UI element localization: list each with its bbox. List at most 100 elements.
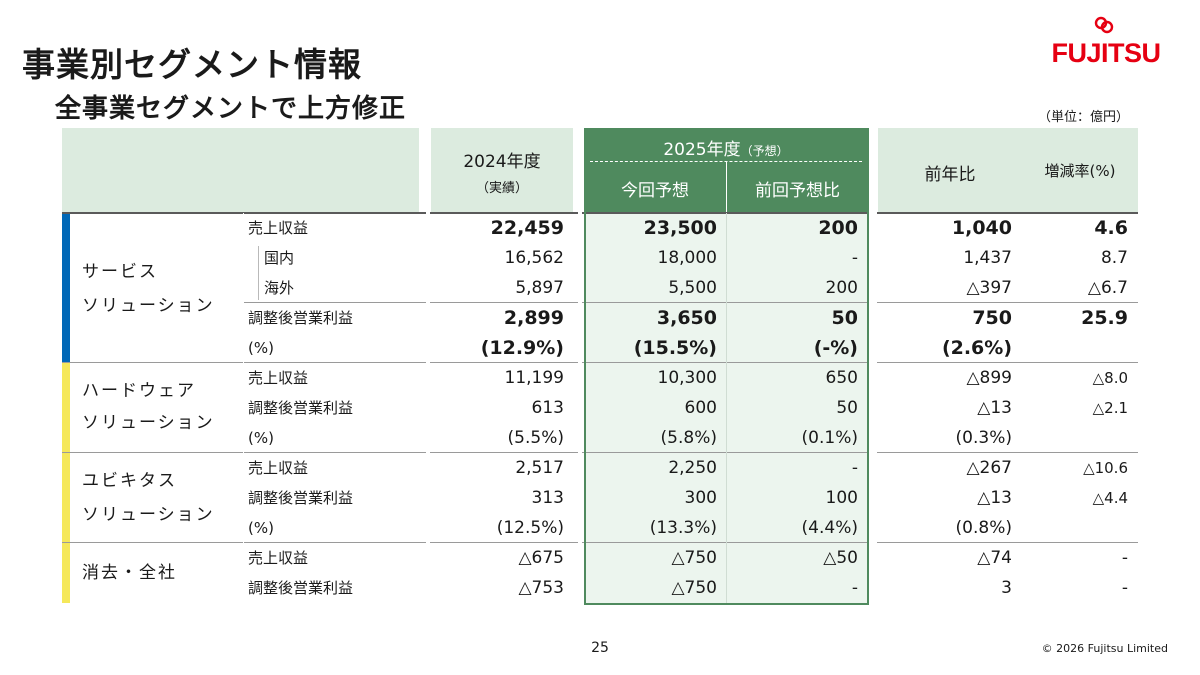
header-fy2024-sub: （実績） bbox=[475, 181, 528, 196]
header-fy2024-cell bbox=[431, 128, 573, 212]
cell-rate: △4.4 bbox=[1092, 489, 1128, 507]
cell-fy2024: (5.5%) bbox=[507, 428, 564, 448]
row-label: (%) bbox=[248, 519, 274, 537]
cell-vs-prev: 200 bbox=[825, 278, 858, 298]
segment-name-service-2: ソリューション bbox=[82, 296, 215, 316]
page-title: 事業別セグメント情報 bbox=[22, 45, 362, 84]
header-yoy-cell bbox=[878, 128, 1138, 212]
cell-current: △750 bbox=[671, 548, 717, 568]
cell-current: (5.8%) bbox=[660, 428, 717, 448]
segment-name-elimination: 消去・全社 bbox=[82, 563, 177, 583]
rule-segment-2 bbox=[62, 452, 1138, 453]
rule-segment-1 bbox=[62, 362, 1138, 363]
row-label: 売上収益 bbox=[248, 219, 309, 237]
segment-bar-hardware bbox=[62, 363, 70, 453]
cell-vs-prev: (4.4%) bbox=[801, 518, 858, 538]
row-label: 売上収益 bbox=[248, 459, 309, 477]
header-fy2025-sub: （予想） bbox=[740, 144, 789, 158]
cell-rate: - bbox=[1121, 548, 1128, 568]
cell-vs-prev: △50 bbox=[823, 548, 858, 568]
cell-yoy: △899 bbox=[966, 368, 1012, 388]
cell-fy2024: 2,899 bbox=[503, 307, 564, 329]
cell-fy2024: 2,517 bbox=[515, 458, 564, 478]
rule-segment-3 bbox=[62, 542, 1138, 543]
header-fy2025: 2025年度（予想） bbox=[584, 135, 868, 160]
forecast-inner-sep bbox=[726, 213, 727, 603]
header-yoy: 前年比 bbox=[924, 165, 976, 185]
col-gap-1 bbox=[426, 128, 430, 604]
cell-current: 5,500 bbox=[668, 278, 717, 298]
header-change-rate: 増減率(%) bbox=[1044, 162, 1116, 180]
row-label: 調整後営業利益 bbox=[248, 399, 354, 417]
row-label: 調整後営業利益 bbox=[248, 579, 354, 597]
segment-bar-service bbox=[62, 213, 70, 363]
cell-yoy: (0.8%) bbox=[955, 518, 1012, 538]
cell-vs-prev: - bbox=[851, 458, 858, 478]
col-sep-label bbox=[243, 213, 244, 603]
row-label: 調整後営業利益 bbox=[248, 309, 354, 327]
cell-rate: △2.1 bbox=[1092, 399, 1128, 417]
cell-fy2024: (12.9%) bbox=[480, 337, 564, 359]
cell-fy2024: 16,562 bbox=[504, 248, 564, 268]
forecast-frame bbox=[584, 128, 869, 605]
cell-rate: △6.7 bbox=[1087, 278, 1128, 298]
cell-fy2024: 613 bbox=[531, 398, 564, 418]
page-number: 25 bbox=[591, 640, 609, 656]
table-top-rule bbox=[62, 212, 1138, 214]
cell-current: 23,500 bbox=[643, 217, 717, 239]
cell-fy2024: 5,897 bbox=[515, 278, 564, 298]
col-gap-3 bbox=[869, 128, 877, 604]
cell-current: 2,250 bbox=[668, 458, 717, 478]
cell-yoy: 3 bbox=[1001, 578, 1012, 598]
cell-current: 600 bbox=[684, 398, 717, 418]
row-label: 売上収益 bbox=[248, 369, 309, 387]
segment-name-hardware-2: ソリューション bbox=[82, 413, 215, 433]
cell-yoy: 1,437 bbox=[963, 248, 1012, 268]
cell-rate: △8.0 bbox=[1092, 369, 1128, 387]
cell-vs-prev: 650 bbox=[825, 368, 858, 388]
row-label: 売上収益 bbox=[248, 549, 309, 567]
cell-fy2024: 11,199 bbox=[504, 368, 564, 388]
header-divider bbox=[590, 161, 862, 162]
cell-yoy: △13 bbox=[977, 398, 1012, 418]
segment-bar-ubiquitous bbox=[62, 453, 70, 543]
cell-vs-prev: (-%) bbox=[813, 337, 858, 359]
header-blank-cell bbox=[62, 128, 419, 212]
cell-yoy: 1,040 bbox=[951, 217, 1012, 239]
row-label: 調整後営業利益 bbox=[248, 489, 354, 507]
cell-rate: - bbox=[1121, 578, 1128, 598]
cell-yoy: 750 bbox=[972, 307, 1012, 329]
cell-yoy: △267 bbox=[966, 458, 1012, 478]
cell-current: 10,300 bbox=[657, 368, 717, 388]
fujitsu-logo: FUJITSU bbox=[1051, 16, 1161, 68]
cell-vs-prev: 100 bbox=[825, 488, 858, 508]
cell-fy2024: (12.5%) bbox=[496, 518, 564, 538]
cell-current: △750 bbox=[671, 578, 717, 598]
unit-label: （単位：億円） bbox=[1038, 110, 1130, 125]
header-fy2025-label: 2025年度 bbox=[663, 140, 741, 160]
cell-yoy: (0.3%) bbox=[955, 428, 1012, 448]
segment-bar-elimination bbox=[62, 543, 70, 603]
segment-name-ubiquitous-1: ユビキタス bbox=[82, 471, 177, 491]
cell-yoy: △13 bbox=[977, 488, 1012, 508]
cell-current: 3,650 bbox=[656, 307, 717, 329]
cell-current: 18,000 bbox=[657, 248, 717, 268]
cell-rate: 4.6 bbox=[1094, 217, 1128, 239]
row-label: (%) bbox=[248, 429, 274, 447]
cell-current: (13.3%) bbox=[649, 518, 717, 538]
rule-service-profit bbox=[243, 302, 1138, 303]
header-fy2024: 2024年度 bbox=[463, 152, 541, 172]
row-label: 海外 bbox=[264, 279, 295, 297]
cell-rate: △10.6 bbox=[1083, 459, 1128, 477]
col-gap-2 bbox=[578, 128, 582, 604]
copyright: © 2026 Fujitsu Limited bbox=[1041, 642, 1168, 655]
header-col-divider bbox=[726, 162, 727, 212]
header-vs-previous: 前回予想比 bbox=[755, 181, 840, 201]
cell-fy2024: 22,459 bbox=[490, 217, 564, 239]
cell-current: 300 bbox=[684, 488, 717, 508]
cell-yoy: △74 bbox=[977, 548, 1012, 568]
cell-vs-prev: 50 bbox=[836, 398, 858, 418]
row-label: (%) bbox=[248, 339, 274, 357]
cell-yoy: △397 bbox=[966, 278, 1012, 298]
